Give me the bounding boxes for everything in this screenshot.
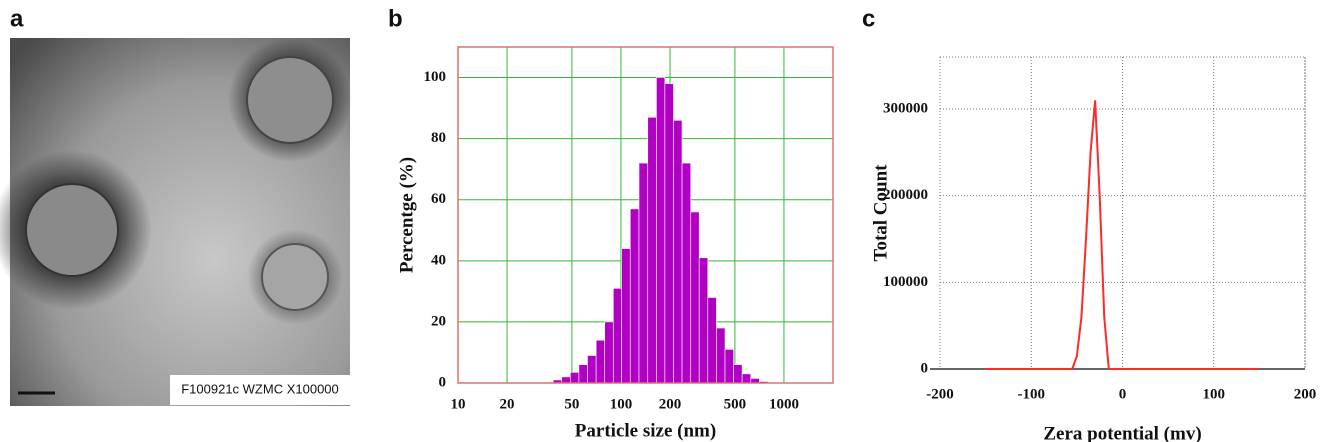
x-tick-label: 1000 [769, 396, 799, 412]
y-tick-label: 200000 [883, 187, 928, 203]
y-axis-label: Percentge (%) [396, 157, 417, 273]
panel-label: b [388, 5, 403, 32]
bar [724, 349, 734, 384]
bar [664, 83, 674, 384]
x-tick-label: 200 [1294, 386, 1317, 402]
bar [698, 257, 709, 384]
y-tick-label: 0 [921, 360, 929, 376]
y-tick-label: 300000 [883, 100, 928, 116]
x-tick-label: 20 [500, 396, 515, 412]
panel-label: c [862, 5, 875, 32]
bar [690, 211, 700, 384]
x-axis-label: Particle size (nm) [575, 420, 716, 441]
bar [561, 376, 571, 384]
y-tick-label: 0 [439, 374, 447, 390]
bar [647, 116, 657, 384]
micrograph [0, 38, 352, 406]
x-tick-label: 500 [724, 396, 747, 412]
y-tick-label: 20 [431, 313, 446, 329]
data-line [985, 100, 1260, 370]
bar [673, 120, 683, 384]
x-tick-label: -200 [926, 386, 954, 402]
y-tick-label: 60 [431, 191, 446, 207]
bar [612, 288, 622, 384]
x-tick-label: 100 [1203, 386, 1226, 402]
bar [638, 162, 649, 384]
panel-label: a [10, 5, 24, 32]
bar [578, 364, 588, 384]
x-tick-label: 50 [564, 396, 579, 412]
bar [604, 321, 614, 384]
y-tick-label: 40 [431, 252, 446, 268]
bar [741, 373, 752, 384]
x-tick-label: 10 [451, 396, 466, 412]
x-tick-label: -100 [1018, 386, 1046, 402]
bar [595, 339, 606, 384]
bar [621, 248, 631, 384]
micrograph-caption: F100921c WZMC X100000 [181, 381, 339, 396]
plot-frame [940, 56, 1306, 369]
bar [570, 372, 580, 384]
y-tick-label: 100000 [883, 274, 928, 290]
bar [656, 77, 666, 384]
bar [716, 327, 726, 384]
bar [629, 208, 640, 384]
y-tick-label: 100 [424, 69, 447, 85]
bar [707, 297, 717, 384]
y-axis-label: Total Count [870, 164, 891, 262]
x-tick-label: 0 [1119, 386, 1127, 402]
x-tick-label: 100 [610, 396, 633, 412]
x-axis-label: Zera potential (mv) [1043, 423, 1201, 442]
y-tick-label: 80 [431, 130, 446, 146]
bar [681, 162, 692, 384]
bar [587, 355, 597, 384]
plot-frame [457, 46, 834, 384]
bar [733, 364, 743, 384]
x-tick-label: 200 [659, 396, 682, 412]
